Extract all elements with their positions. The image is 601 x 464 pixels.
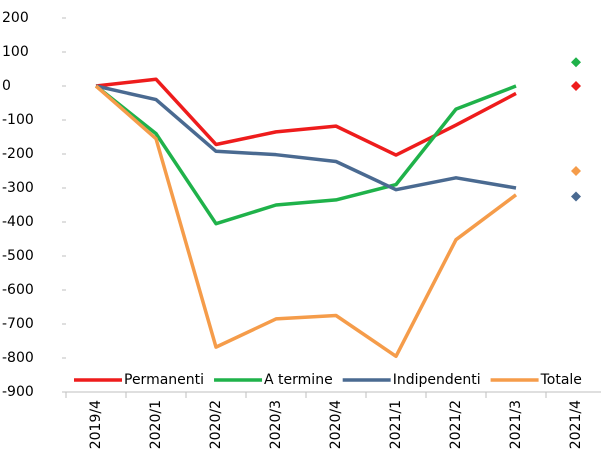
y-tick-label: 200 xyxy=(2,10,29,26)
y-tick-label: 100 xyxy=(2,44,29,60)
legend-box xyxy=(70,370,601,390)
marker xyxy=(571,57,581,68)
series-line xyxy=(94,84,517,226)
legend-label: A termine xyxy=(264,372,333,388)
y-tick-label: -100 xyxy=(2,112,34,128)
legend-label: Permanenti xyxy=(124,372,204,388)
series-line xyxy=(95,77,517,157)
marker xyxy=(571,81,581,91)
marker xyxy=(571,191,581,202)
y-tick-label: -500 xyxy=(2,248,34,264)
y-tick-label: -800 xyxy=(2,350,34,366)
series-line xyxy=(95,84,517,192)
x-tick-label: 2021/1 xyxy=(388,400,404,449)
legend-label: Totale xyxy=(540,372,582,388)
x-tick-label: 2020/2 xyxy=(208,400,224,449)
y-tick-label: -700 xyxy=(2,316,34,332)
x-tick-label: 2020/4 xyxy=(328,400,344,449)
marker xyxy=(571,166,581,176)
x-tick-label: 2021/3 xyxy=(508,400,524,449)
x-tick-label: 2021/4 xyxy=(568,400,584,449)
y-tick-label: 0 xyxy=(2,78,11,94)
y-tick-label: -200 xyxy=(2,146,34,162)
y-tick-label: -300 xyxy=(2,180,34,196)
x-tick-label: 2020/1 xyxy=(148,400,164,449)
legend-label: Indipendenti xyxy=(393,372,481,388)
series-line xyxy=(94,84,518,359)
y-tick-label: -600 xyxy=(2,282,34,298)
y-tick-label: -900 xyxy=(2,384,34,400)
x-tick-label: 2019/4 xyxy=(88,400,104,449)
x-tick-label: 2021/2 xyxy=(448,400,464,449)
y-tick-label: -400 xyxy=(2,214,34,230)
x-tick-label: 2020/3 xyxy=(268,400,284,449)
